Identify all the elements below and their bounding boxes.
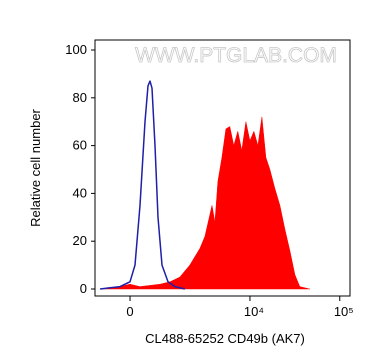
y-axis-label: Relative cell number [28,108,43,226]
y-tick-label: 40 [73,185,87,200]
x-axis-label: CL488-65252 CD49b (AK7) [145,331,305,346]
y-tick-label: 0 [80,281,87,296]
x-tick-label: 10⁵ [334,304,354,319]
histogram-area [99,116,311,290]
y-tick-label: 60 [73,138,87,153]
y-tick-label: 100 [65,42,87,57]
x-tick-label: 10⁴ [244,304,264,319]
x-tick-label: 0 [126,304,133,319]
histogram-line [100,80,185,290]
y-tick-label: 20 [73,233,87,248]
y-tick-label: 80 [73,90,87,105]
watermark: WWW.PTGLAB.COM [135,44,337,67]
